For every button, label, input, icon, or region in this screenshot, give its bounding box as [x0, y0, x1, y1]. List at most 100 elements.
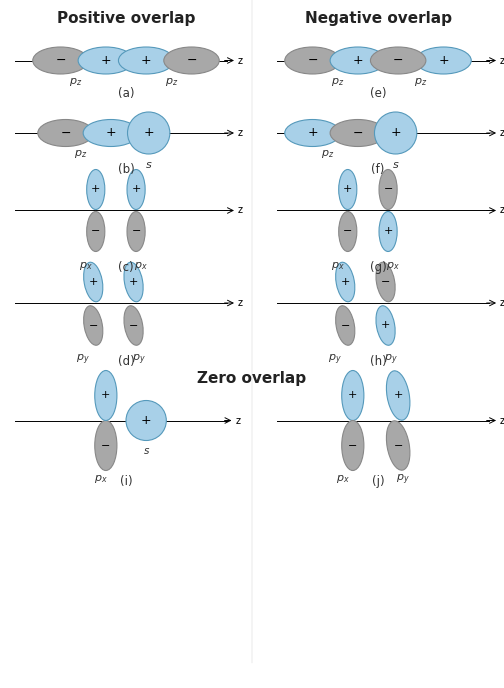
Text: p$_z$: p$_z$ — [69, 76, 82, 89]
Text: +: + — [341, 277, 350, 287]
Text: +: + — [343, 184, 352, 195]
Text: +: + — [91, 184, 100, 195]
Text: (e): (e) — [370, 87, 386, 100]
Text: z: z — [238, 128, 243, 138]
Text: −: − — [384, 184, 393, 195]
Ellipse shape — [339, 169, 357, 210]
Text: −: − — [132, 226, 141, 237]
Text: p$_x$: p$_x$ — [386, 259, 400, 272]
Text: +: + — [132, 184, 141, 195]
Text: p$_z$: p$_z$ — [321, 149, 334, 160]
Circle shape — [128, 112, 170, 154]
Text: z: z — [235, 416, 240, 425]
Text: +: + — [143, 127, 154, 140]
Text: (j): (j) — [371, 475, 385, 488]
Text: p$_y$: p$_y$ — [132, 353, 146, 367]
Text: −: − — [381, 277, 390, 287]
Text: −: − — [348, 440, 357, 451]
Circle shape — [374, 112, 417, 154]
Ellipse shape — [78, 47, 134, 74]
Text: p$_y$: p$_y$ — [396, 473, 410, 487]
Text: −: − — [89, 321, 98, 330]
Text: p$_x$: p$_x$ — [134, 259, 148, 272]
Text: z: z — [500, 298, 504, 308]
Text: +: + — [307, 127, 318, 140]
Text: +: + — [105, 127, 116, 140]
Ellipse shape — [370, 47, 426, 74]
Ellipse shape — [118, 47, 174, 74]
Ellipse shape — [95, 371, 117, 420]
Ellipse shape — [416, 47, 471, 74]
Text: −: − — [101, 440, 110, 451]
Text: +: + — [384, 226, 393, 237]
Ellipse shape — [124, 262, 143, 302]
Text: (g): (g) — [369, 261, 387, 275]
Text: (a): (a) — [118, 87, 134, 100]
Ellipse shape — [379, 211, 397, 252]
Ellipse shape — [87, 211, 105, 252]
Text: +: + — [141, 54, 152, 67]
Ellipse shape — [376, 305, 395, 345]
Ellipse shape — [87, 169, 105, 210]
Ellipse shape — [330, 120, 386, 147]
Text: p$_z$: p$_z$ — [74, 149, 87, 160]
Ellipse shape — [387, 371, 410, 420]
Text: s: s — [144, 447, 149, 457]
Ellipse shape — [124, 305, 143, 345]
Text: (i): (i) — [119, 475, 133, 488]
Ellipse shape — [379, 169, 397, 210]
Ellipse shape — [127, 169, 145, 210]
Ellipse shape — [376, 262, 395, 302]
Text: z: z — [238, 56, 243, 65]
Text: +: + — [141, 414, 152, 427]
Text: z: z — [500, 56, 504, 65]
Text: Zero overlap: Zero overlap — [198, 372, 306, 387]
Ellipse shape — [95, 420, 117, 471]
Text: z: z — [500, 416, 504, 425]
Text: −: − — [353, 127, 363, 140]
Ellipse shape — [336, 305, 355, 345]
Text: s: s — [393, 160, 399, 171]
Text: +: + — [348, 391, 357, 400]
Ellipse shape — [336, 262, 355, 302]
Text: z: z — [238, 298, 243, 308]
Text: −: − — [129, 321, 138, 330]
Ellipse shape — [285, 47, 340, 74]
Ellipse shape — [84, 305, 103, 345]
Text: +: + — [101, 391, 110, 400]
Text: +: + — [394, 391, 403, 400]
Text: Positive overlap: Positive overlap — [57, 10, 195, 25]
Text: +: + — [352, 54, 363, 67]
Text: +: + — [381, 321, 390, 330]
Text: p$_z$: p$_z$ — [165, 76, 178, 89]
Text: −: − — [307, 54, 318, 67]
Ellipse shape — [285, 120, 340, 147]
Ellipse shape — [339, 211, 357, 252]
Text: z: z — [238, 206, 243, 215]
Text: −: − — [55, 54, 66, 67]
Text: −: − — [343, 226, 352, 237]
Text: −: − — [186, 54, 197, 67]
Text: z: z — [500, 128, 504, 138]
Ellipse shape — [33, 47, 88, 74]
Text: p$_z$: p$_z$ — [331, 76, 344, 89]
Text: s: s — [146, 160, 152, 171]
Ellipse shape — [342, 420, 364, 471]
Ellipse shape — [387, 421, 410, 470]
Ellipse shape — [84, 262, 103, 302]
Text: (c): (c) — [118, 261, 134, 275]
Text: +: + — [438, 54, 449, 67]
Text: p$_y$: p$_y$ — [328, 353, 342, 367]
Ellipse shape — [38, 120, 93, 147]
Text: (d): (d) — [117, 356, 135, 369]
Text: p$_x$: p$_x$ — [94, 473, 108, 485]
Text: −: − — [91, 226, 100, 237]
Text: +: + — [129, 277, 138, 287]
Ellipse shape — [342, 371, 364, 420]
Ellipse shape — [164, 47, 219, 74]
Text: +: + — [390, 127, 401, 140]
Ellipse shape — [330, 47, 386, 74]
Text: +: + — [100, 54, 111, 67]
Text: −: − — [394, 440, 403, 451]
Text: p$_x$: p$_x$ — [336, 473, 350, 485]
